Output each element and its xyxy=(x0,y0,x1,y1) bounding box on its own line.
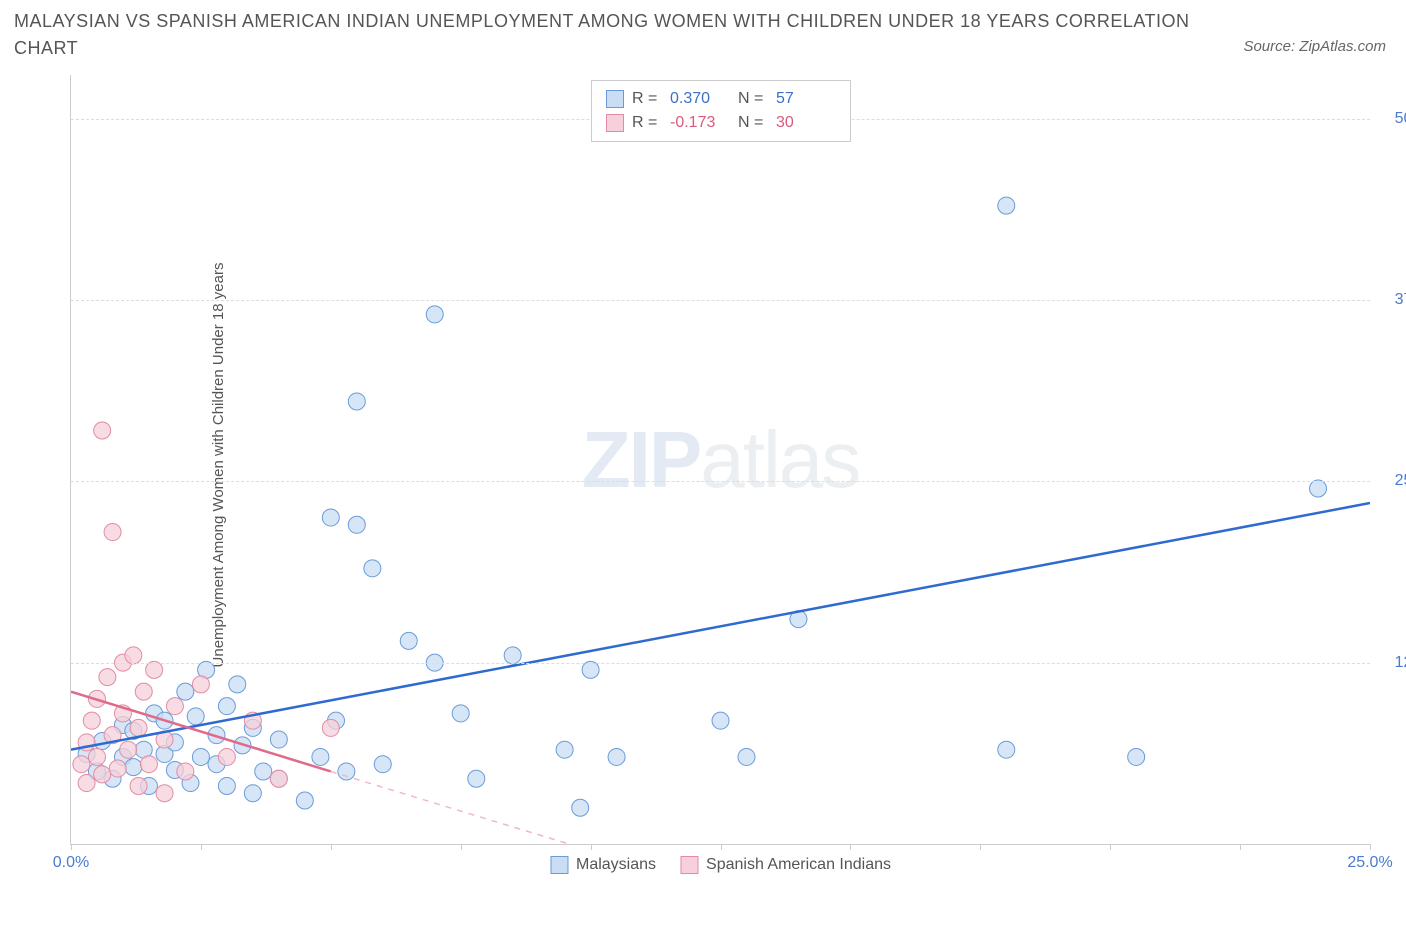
swatch-malaysians-bottom xyxy=(550,856,568,874)
swatch-spanish-bottom xyxy=(680,856,698,874)
legend-item-malaysians: Malaysians xyxy=(550,856,656,874)
watermark: ZIPatlas xyxy=(582,414,859,506)
r-value-malaysians: 0.370 xyxy=(670,90,730,108)
plot-svg xyxy=(71,75,1370,844)
gridline xyxy=(71,481,1370,482)
n-value-malaysians: 57 xyxy=(776,90,836,108)
y-tick-label: 37.5% xyxy=(1395,291,1406,309)
x-tick-label: 25.0% xyxy=(1347,854,1392,872)
r-label: R = xyxy=(632,90,662,108)
legend-item-spanish: Spanish American Indians xyxy=(680,856,891,874)
x-tick-mark xyxy=(591,844,592,850)
legend-stats-row-1: R = 0.370 N = 57 xyxy=(606,87,836,111)
plot-area: ZIPatlas Malaysians Spanish American Ind… xyxy=(70,75,1370,845)
chart-title: MALAYSIAN VS SPANISH AMERICAN INDIAN UNE… xyxy=(14,8,1206,62)
x-tick-mark xyxy=(461,844,462,850)
legend-stats: R = 0.370 N = 57 R = -0.173 N = 30 xyxy=(591,80,851,142)
legend-label-malaysians: Malaysians xyxy=(576,856,656,874)
n-value-spanish: 30 xyxy=(776,114,836,132)
legend-stats-row-2: R = -0.173 N = 30 xyxy=(606,111,836,135)
x-tick-mark xyxy=(1110,844,1111,850)
x-tick-mark xyxy=(980,844,981,850)
chart-area: R = 0.370 N = 57 R = -0.173 N = 30 ZIPat… xyxy=(56,75,1386,875)
swatch-malaysians xyxy=(606,90,624,108)
x-tick-label: 0.0% xyxy=(53,854,89,872)
x-tick-mark xyxy=(1370,844,1371,850)
x-tick-mark xyxy=(850,844,851,850)
x-tick-mark xyxy=(1240,844,1241,850)
watermark-zip: ZIP xyxy=(582,415,700,504)
r-label: R = xyxy=(632,114,662,132)
y-tick-label: 50.0% xyxy=(1395,110,1406,128)
source-label: Source: ZipAtlas.com xyxy=(1243,38,1386,55)
n-label: N = xyxy=(738,90,768,108)
swatch-spanish xyxy=(606,114,624,132)
n-label: N = xyxy=(738,114,768,132)
x-tick-mark xyxy=(71,844,72,850)
x-tick-mark xyxy=(201,844,202,850)
y-tick-label: 12.5% xyxy=(1395,654,1406,672)
legend-label-spanish: Spanish American Indians xyxy=(706,856,891,874)
x-tick-mark xyxy=(331,844,332,850)
gridline xyxy=(71,300,1370,301)
y-tick-label: 25.0% xyxy=(1395,472,1406,490)
r-value-spanish: -0.173 xyxy=(670,114,730,132)
watermark-atlas: atlas xyxy=(700,415,859,504)
legend-bottom: Malaysians Spanish American Indians xyxy=(550,856,891,874)
gridline xyxy=(71,663,1370,664)
x-tick-mark xyxy=(721,844,722,850)
